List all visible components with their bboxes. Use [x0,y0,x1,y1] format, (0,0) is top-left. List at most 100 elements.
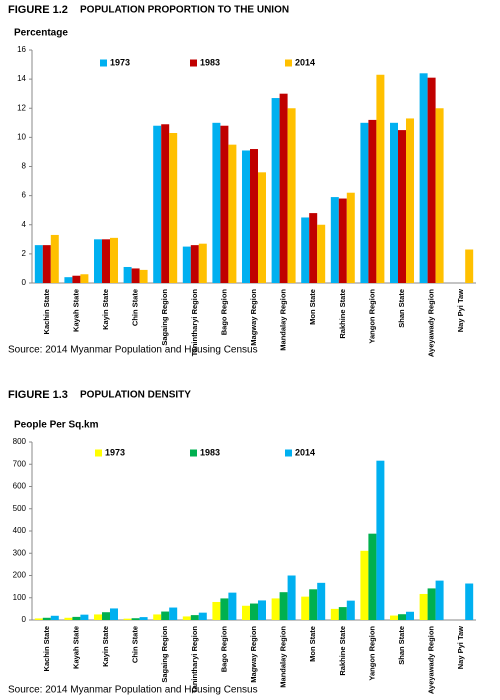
chart-title: POPULATION DENSITY [80,390,191,401]
legend-swatch [95,449,102,457]
y-tick-label: 8 [22,162,27,171]
bar [419,73,428,283]
y-tick-label: 14 [17,74,26,83]
x-tick-label: Kayah State [71,626,80,669]
bar [330,197,339,283]
bar [250,603,258,620]
bar [42,617,51,620]
bar [465,249,474,283]
bar [242,605,251,620]
bar [405,118,414,283]
legend-swatch [190,449,197,457]
y-tick-label: 600 [13,482,27,491]
bar [153,125,162,283]
y-axis-label: People Per Sq.km [14,420,99,431]
bar [279,93,288,283]
bar [64,617,73,620]
bar [390,615,399,620]
legend-label: 1983 [200,57,220,67]
x-tick-label: Magway Region [249,626,258,683]
bar [301,596,310,620]
bar [279,592,288,620]
bar [102,612,110,620]
bar [338,198,347,283]
y-tick-label: 700 [13,459,27,468]
bar [435,580,444,620]
bar [360,122,369,283]
source-note: Source: 2014 Myanmar Population and Hous… [8,345,258,356]
bar [398,130,406,283]
bar [50,234,59,283]
x-tick-label: Ayeyawady Region [427,626,436,694]
y-tick-label: 400 [13,526,27,535]
bar [131,268,140,283]
bar [228,592,237,620]
figure-label: FIGURE 1.3 [8,389,68,401]
x-tick-label: Yangon Region [367,626,376,681]
x-tick-label: Kachin State [42,289,51,334]
bar [257,600,266,620]
x-tick-label: Kachin State [42,626,51,671]
bar [338,607,347,620]
bar [198,612,207,620]
bar [139,617,148,620]
bar [271,598,280,620]
y-tick-label: 100 [13,593,27,602]
bar [435,108,444,283]
legend-label: 1983 [200,447,220,457]
x-tick-label: Magway Region [249,289,258,346]
x-tick-label: Shan State [397,289,406,328]
bar [465,583,474,620]
bar [220,598,229,620]
bar [398,614,406,620]
x-tick-label: Bago Region [219,289,228,336]
bar [72,275,81,283]
x-tick-label: Rakhine State [338,626,347,676]
bar [123,266,132,283]
y-tick-label: 300 [13,548,27,557]
x-tick-label: Yangon Region [367,289,376,344]
legend-label: 1973 [110,57,130,67]
y-tick-label: 12 [17,103,26,112]
y-tick-label: 4 [22,220,27,229]
legend-swatch [285,449,292,457]
legend-label: 1973 [105,447,125,457]
legend-swatch [285,59,292,67]
bar [161,124,170,283]
y-tick-label: 16 [17,45,26,54]
bar [102,239,110,283]
bar [287,575,296,620]
x-tick-label: Shan State [397,626,406,665]
bar [317,582,326,620]
bar [131,618,140,620]
y-tick-label: 0 [22,278,27,287]
bar [250,149,258,283]
bar [109,237,118,283]
bar [42,245,51,283]
bar [330,608,339,620]
x-tick-label: Sagaing Region [160,626,169,683]
bar [346,600,355,620]
bar [139,269,148,283]
x-tick-label: Mon State [308,289,317,325]
legend-label: 2014 [295,447,315,457]
y-tick-label: 800 [13,437,27,446]
x-tick-label: Mon State [308,626,317,662]
x-tick-label: Nay Pyi Taw [456,626,465,669]
bar [190,245,199,283]
bar [190,615,199,620]
x-tick-label: Chin State [131,289,140,326]
bar [34,618,43,620]
x-tick-label: Ayeyawady Region [427,289,436,357]
bar [390,122,399,283]
x-tick-label: Tanintharyi Region [190,626,199,694]
y-tick-label: 200 [13,571,27,580]
bar [182,246,191,283]
bar [109,608,118,620]
bar [198,243,207,283]
chart-title: POPULATION PROPORTION TO THE UNION [80,5,289,16]
bar [94,239,103,283]
x-tick-label: Mandalay Region [279,289,288,351]
bar [50,615,59,620]
bar [376,74,385,283]
